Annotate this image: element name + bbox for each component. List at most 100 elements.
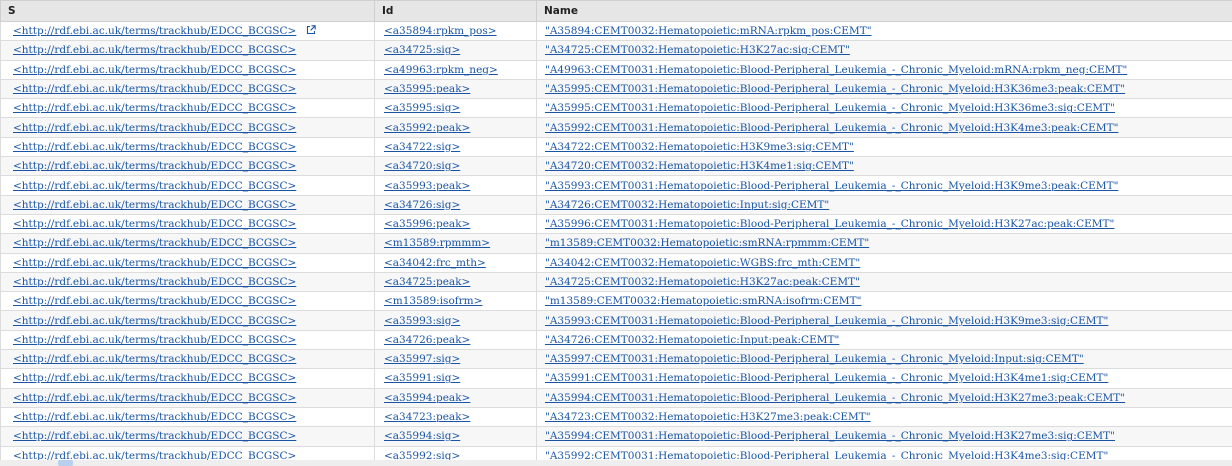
cell-name: "A35997:CEMT0031:Hematopoietic:Blood-Per…	[536, 349, 1232, 370]
cell-s: <http://rdf.ebi.ac.uk/terms/trackhub/EDC…	[0, 20, 375, 42]
table-row: <http://rdf.ebi.ac.uk/terms/trackhub/EDC…	[0, 349, 1232, 370]
cell-s: <http://rdf.ebi.ac.uk/terms/trackhub/EDC…	[0, 271, 375, 293]
name-link[interactable]: "A49963:CEMT0031:Hematopoietic:Blood-Per…	[545, 63, 1128, 76]
s-link[interactable]: <http://rdf.ebi.ac.uk/terms/trackhub/EDC…	[13, 102, 297, 115]
cell-s: <http://rdf.ebi.ac.uk/terms/trackhub/EDC…	[0, 310, 375, 331]
s-link[interactable]: <http://rdf.ebi.ac.uk/terms/trackhub/EDC…	[13, 121, 297, 134]
cell-name: "A35991:CEMT0031:Hematopoietic:Blood-Per…	[536, 368, 1232, 389]
s-link[interactable]: <http://rdf.ebi.ac.uk/terms/trackhub/EDC…	[13, 44, 297, 57]
s-link[interactable]: <http://rdf.ebi.ac.uk/terms/trackhub/EDC…	[13, 160, 297, 173]
id-link[interactable]: <a34720:sig>	[384, 160, 461, 173]
id-link[interactable]: <a35995:peak>	[384, 83, 471, 96]
id-link[interactable]: <a35997:sig>	[384, 353, 461, 366]
name-link[interactable]: "A35992:CEMT0031:Hematopoietic:Blood-Per…	[545, 449, 1109, 462]
name-link[interactable]: "A34042:CEMT0032:Hematopoietic:WGBS:frc_…	[545, 256, 861, 269]
horizontal-scrollbar[interactable]	[0, 460, 1232, 466]
s-link[interactable]: <http://rdf.ebi.ac.uk/terms/trackhub/EDC…	[13, 276, 297, 288]
name-link[interactable]: "A35995:CEMT0031:Hematopoietic:Blood-Per…	[545, 102, 1116, 115]
id-link[interactable]: <a35993:peak>	[384, 179, 471, 192]
name-link[interactable]: "A35991:CEMT0031:Hematopoietic:Blood-Per…	[545, 372, 1109, 385]
s-link[interactable]: <http://rdf.ebi.ac.uk/terms/trackhub/EDC…	[13, 256, 297, 269]
id-link[interactable]: <a34723:peak>	[384, 411, 471, 424]
name-link[interactable]: "A34720:CEMT0032:Hematopoietic:H3K4me1:s…	[545, 160, 854, 173]
s-link[interactable]: <http://rdf.ebi.ac.uk/terms/trackhub/EDC…	[13, 372, 297, 385]
s-link[interactable]: <http://rdf.ebi.ac.uk/terms/trackhub/EDC…	[13, 295, 297, 308]
column-header-s[interactable]: S	[0, 0, 375, 22]
s-link[interactable]: <http://rdf.ebi.ac.uk/terms/trackhub/EDC…	[13, 140, 297, 153]
id-link[interactable]: <a34722:sig>	[384, 140, 461, 153]
s-link[interactable]: <http://rdf.ebi.ac.uk/terms/trackhub/EDC…	[13, 179, 297, 192]
s-link[interactable]: <http://rdf.ebi.ac.uk/terms/trackhub/EDC…	[13, 25, 297, 38]
name-link[interactable]: "A35996:CEMT0031:Hematopoietic:Blood-Per…	[545, 218, 1115, 231]
column-header-id[interactable]: Id	[374, 0, 537, 22]
cell-id: <a34726:sig>	[374, 194, 537, 215]
id-link[interactable]: <m13589:rpmmm>	[384, 237, 491, 250]
name-link[interactable]: "A35894:CEMT0032:Hematopoietic:mRNA:rpkm…	[545, 25, 872, 38]
name-link[interactable]: "A34726:CEMT0032:Hematopoietic:Input:pea…	[545, 333, 840, 346]
external-link-icon[interactable]	[306, 25, 317, 35]
name-link[interactable]: "m13589:CEMT0032:Hematopoietic:smRNA:iso…	[545, 295, 862, 308]
id-link[interactable]: <a35894:rpkm_pos>	[384, 25, 497, 38]
s-link[interactable]: <http://rdf.ebi.ac.uk/terms/trackhub/EDC…	[13, 218, 297, 231]
s-link[interactable]: <http://rdf.ebi.ac.uk/terms/trackhub/EDC…	[13, 391, 297, 404]
id-link[interactable]: <a35992:peak>	[384, 121, 471, 134]
cell-id: <a35997:sig>	[374, 349, 537, 370]
name-link[interactable]: "A34725:CEMT0032:Hematopoietic:H3K27ac:p…	[545, 276, 860, 288]
scrollbar-thumb[interactable]	[58, 460, 73, 466]
id-link[interactable]: <a35993:sig>	[384, 314, 461, 327]
s-link[interactable]: <http://rdf.ebi.ac.uk/terms/trackhub/EDC…	[13, 314, 297, 327]
column-header-name[interactable]: Name	[536, 0, 1232, 22]
s-link[interactable]: <http://rdf.ebi.ac.uk/terms/trackhub/EDC…	[13, 237, 297, 250]
name-link[interactable]: "A35994:CEMT0031:Hematopoietic:Blood-Per…	[545, 430, 1116, 443]
cell-id: <a35994:peak>	[374, 387, 537, 408]
id-link[interactable]: <a35994:peak>	[384, 391, 471, 404]
table-row: <http://rdf.ebi.ac.uk/terms/trackhub/EDC…	[0, 175, 1232, 196]
id-link[interactable]: <a34725:sig>	[384, 44, 461, 57]
id-link[interactable]: <a35992:sig>	[384, 449, 461, 462]
id-link[interactable]: <a34042:frc_mth>	[384, 256, 486, 269]
name-link[interactable]: "A34726:CEMT0032:Hematopoietic:Input:sig…	[545, 198, 830, 211]
cell-s: <http://rdf.ebi.ac.uk/terms/trackhub/EDC…	[0, 252, 375, 273]
table-row: <http://rdf.ebi.ac.uk/terms/trackhub/EDC…	[0, 213, 1232, 235]
name-link[interactable]: "A35993:CEMT0031:Hematopoietic:Blood-Per…	[545, 314, 1109, 327]
id-link[interactable]: <a35991:sig>	[384, 372, 461, 385]
name-link[interactable]: "A34723:CEMT0032:Hematopoietic:H3K27me3:…	[545, 411, 871, 424]
s-link[interactable]: <http://rdf.ebi.ac.uk/terms/trackhub/EDC…	[13, 83, 297, 96]
s-link[interactable]: <http://rdf.ebi.ac.uk/terms/trackhub/EDC…	[13, 411, 297, 424]
id-link[interactable]: <a34725:peak>	[384, 276, 471, 288]
id-link[interactable]: <m13589:isofrm>	[384, 295, 483, 308]
id-link[interactable]: <a35995:sig>	[384, 102, 461, 115]
cell-name: "A35995:CEMT0031:Hematopoietic:Blood-Per…	[536, 78, 1232, 100]
s-link[interactable]: <http://rdf.ebi.ac.uk/terms/trackhub/EDC…	[13, 430, 297, 443]
name-link[interactable]: "A35997:CEMT0031:Hematopoietic:Blood-Per…	[545, 353, 1084, 366]
id-link[interactable]: <a34726:peak>	[384, 333, 471, 346]
name-link[interactable]: "A35992:CEMT0031:Hematopoietic:Blood-Per…	[545, 121, 1119, 134]
cell-id: <a35994:sig>	[374, 426, 537, 447]
cell-name: "A34726:CEMT0032:Hematopoietic:Input:sig…	[536, 194, 1232, 215]
name-link[interactable]: "A35993:CEMT0031:Hematopoietic:Blood-Per…	[545, 179, 1119, 192]
cell-id: <a34720:sig>	[374, 156, 537, 177]
s-link[interactable]: <http://rdf.ebi.ac.uk/terms/trackhub/EDC…	[13, 198, 297, 211]
cell-s: <http://rdf.ebi.ac.uk/terms/trackhub/EDC…	[0, 175, 375, 196]
id-link[interactable]: <a49963:rpkm_neg>	[384, 63, 498, 76]
table-row: <http://rdf.ebi.ac.uk/terms/trackhub/EDC…	[0, 78, 1232, 100]
id-link[interactable]: <a35994:sig>	[384, 430, 461, 443]
s-link[interactable]: <http://rdf.ebi.ac.uk/terms/trackhub/EDC…	[13, 333, 297, 346]
name-link[interactable]: "A34725:CEMT0032:Hematopoietic:H3K27ac:s…	[545, 44, 850, 57]
name-link[interactable]: "A34722:CEMT0032:Hematopoietic:H3K9me3:s…	[545, 140, 854, 153]
s-link[interactable]: <http://rdf.ebi.ac.uk/terms/trackhub/EDC…	[13, 353, 297, 366]
id-link[interactable]: <a35996:peak>	[384, 218, 471, 231]
cell-id: <m13589:rpmmm>	[374, 233, 537, 254]
name-link[interactable]: "m13589:CEMT0032:Hematopoietic:smRNA:rpm…	[545, 237, 870, 250]
table-row: <http://rdf.ebi.ac.uk/terms/trackhub/EDC…	[0, 310, 1232, 331]
name-link[interactable]: "A35994:CEMT0031:Hematopoietic:Blood-Per…	[545, 391, 1126, 404]
s-link[interactable]: <http://rdf.ebi.ac.uk/terms/trackhub/EDC…	[13, 449, 297, 462]
cell-name: "A35994:CEMT0031:Hematopoietic:Blood-Per…	[536, 387, 1232, 408]
table-row: <http://rdf.ebi.ac.uk/terms/trackhub/EDC…	[0, 387, 1232, 408]
id-link[interactable]: <a34726:sig>	[384, 198, 461, 211]
table-row: <http://rdf.ebi.ac.uk/terms/trackhub/EDC…	[0, 59, 1232, 80]
s-link[interactable]: <http://rdf.ebi.ac.uk/terms/trackhub/EDC…	[13, 63, 297, 76]
name-link[interactable]: "A35995:CEMT0031:Hematopoietic:Blood-Per…	[545, 83, 1126, 96]
cell-id: <a35992:peak>	[374, 117, 537, 138]
